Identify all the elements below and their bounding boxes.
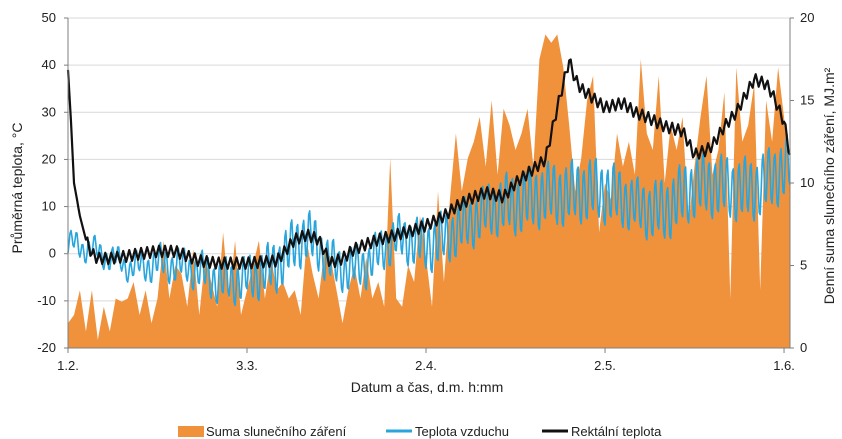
legend-item-air: Teplota vzduchu bbox=[386, 424, 509, 439]
y-left-tick-label: 20 bbox=[42, 151, 56, 166]
radiation-area bbox=[68, 34, 790, 348]
y-left-tick-label: 50 bbox=[42, 10, 56, 25]
x-tick-label: 1.6. bbox=[773, 358, 795, 373]
legend-label-radiation: Suma slunečního záření bbox=[206, 424, 347, 439]
x-tick-label: 3.3. bbox=[236, 358, 258, 373]
y-axis-right-title: Denní suma slunečního záření, MJ.m² bbox=[821, 67, 837, 304]
y-left-tick-label: 0 bbox=[49, 246, 56, 261]
y-left-tick-label: 10 bbox=[42, 199, 56, 214]
legend-item-radiation: Suma slunečního záření bbox=[178, 424, 347, 439]
y-left-tick-label: -20 bbox=[37, 340, 56, 355]
y-right-tick-label: 0 bbox=[800, 340, 807, 355]
air-temperature-line bbox=[67, 133, 791, 307]
y-right-tick-label: 20 bbox=[800, 10, 814, 25]
y-left-tick-label: -10 bbox=[37, 293, 56, 308]
legend: Suma slunečního záření Teplota vzduchu R… bbox=[178, 424, 662, 439]
legend-swatch-radiation bbox=[178, 426, 204, 437]
radiation-area-layer bbox=[68, 34, 790, 348]
y-right-tick-label: 10 bbox=[800, 175, 814, 190]
legend-label-rectal: Rektální teplota bbox=[571, 424, 662, 439]
x-tick-label: 2.4. bbox=[415, 358, 437, 373]
x-axis-title: Datum a čas, d.m. h:mm bbox=[351, 379, 503, 395]
y-right-tick-label: 5 bbox=[800, 258, 807, 273]
x-tick-label: 1.2. bbox=[57, 358, 79, 373]
x-tick-label: 2.5. bbox=[594, 358, 616, 373]
line-layer bbox=[66, 58, 791, 307]
legend-label-air: Teplota vzduchu bbox=[415, 424, 509, 439]
y-left-tick-label: 40 bbox=[42, 57, 56, 72]
rectal-temperature-line bbox=[66, 58, 791, 270]
y-right-tick-label: 15 bbox=[800, 93, 814, 108]
y-axis-left-title: Průměrná teplota, °C bbox=[9, 123, 25, 254]
legend-item-rectal: Rektální teplota bbox=[542, 424, 662, 439]
y-left-tick-label: 30 bbox=[42, 104, 56, 119]
